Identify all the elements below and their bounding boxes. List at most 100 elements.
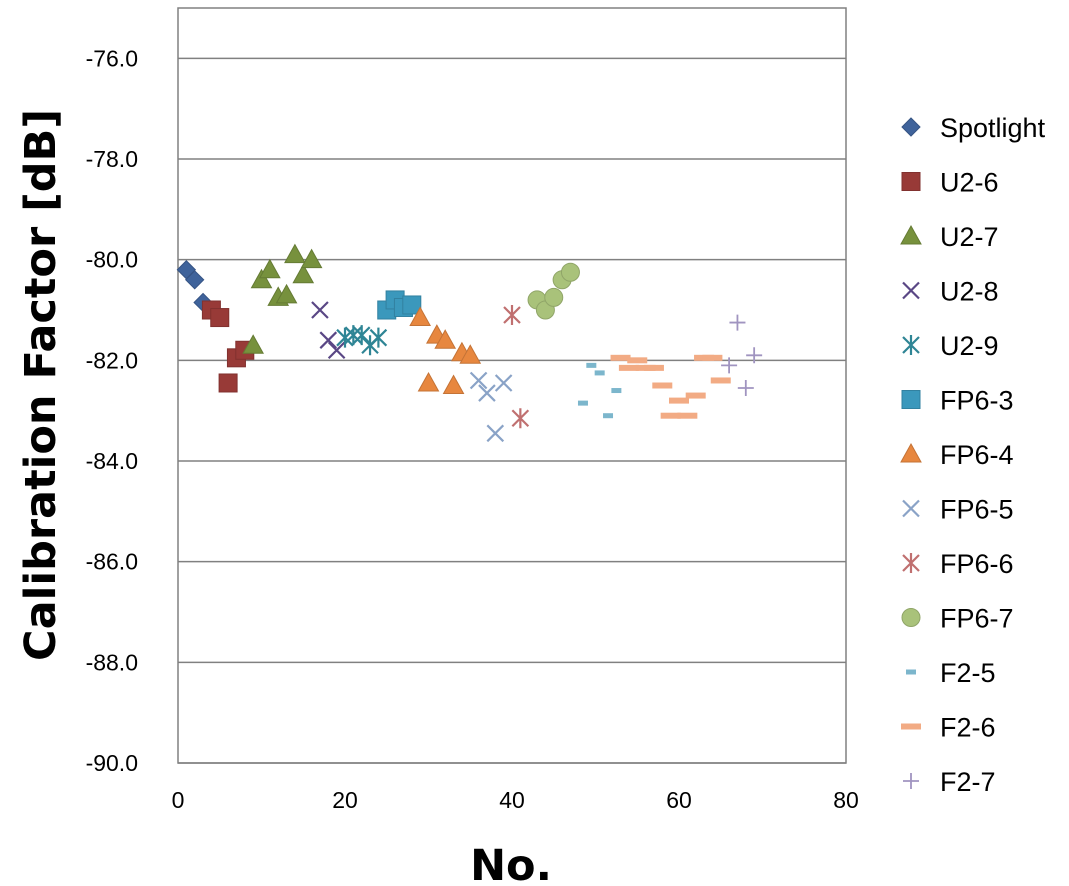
data-point — [242, 334, 264, 354]
legend-marker — [901, 117, 921, 137]
data-point — [729, 314, 746, 331]
data-point — [442, 374, 465, 394]
x-axis-title: No. — [470, 841, 552, 886]
legend-label: F2-5 — [940, 658, 996, 688]
legend-label: FP6-6 — [940, 549, 1014, 579]
legend-marker — [901, 172, 921, 191]
data-point — [560, 262, 580, 282]
data-point — [746, 347, 763, 364]
x-tick-label: 60 — [666, 787, 692, 813]
data-point — [652, 382, 673, 389]
data-point — [292, 263, 315, 284]
data-point — [259, 258, 281, 279]
legend-label: F2-6 — [940, 713, 996, 743]
data-point — [660, 412, 681, 419]
y-tick-label: -84.0 — [86, 448, 138, 474]
data-point — [369, 327, 388, 348]
data-point — [669, 397, 689, 404]
data-point — [319, 331, 338, 349]
data-point — [352, 325, 371, 346]
y-tick-label: -76.0 — [86, 45, 138, 71]
data-point — [284, 243, 306, 264]
legend-marker — [902, 281, 920, 300]
data-point — [210, 308, 230, 328]
data-point — [721, 357, 738, 374]
series-f2-7 — [721, 314, 763, 397]
legend-label: Spotlight — [940, 113, 1046, 143]
series-fp6-4 — [409, 306, 482, 394]
series-f2-5 — [577, 362, 622, 419]
data-point — [275, 283, 298, 304]
plot-frame — [177, 7, 847, 764]
y-tick-label: -82.0 — [86, 347, 138, 373]
series-u2-9 — [336, 325, 388, 356]
data-point — [577, 400, 588, 406]
legend-marker — [900, 442, 922, 463]
data-point — [511, 408, 530, 429]
y-tick-label: -88.0 — [86, 649, 138, 675]
legend-label: U2-9 — [940, 331, 999, 361]
series-u2-7 — [242, 243, 323, 354]
legend-marker — [903, 773, 919, 789]
data-point — [643, 364, 664, 371]
data-point — [737, 380, 754, 397]
y-tick-label: -80.0 — [86, 247, 138, 273]
data-point — [610, 354, 631, 361]
legend-label: FP6-4 — [940, 440, 1014, 470]
series-spotlight — [176, 260, 213, 313]
legend-marker — [900, 224, 922, 245]
data-point — [611, 388, 622, 394]
data-point — [300, 248, 323, 269]
data-point — [627, 357, 648, 364]
data-points — [176, 243, 763, 443]
x-tick-label: 80 — [833, 787, 859, 813]
data-point — [327, 341, 346, 360]
x-tick-label: 0 — [172, 787, 185, 813]
x-tick-label: 40 — [499, 787, 525, 813]
legend-label: U2-7 — [940, 222, 999, 252]
series-u2-8 — [311, 301, 346, 360]
data-point — [402, 295, 422, 315]
series-fp6-5 — [469, 371, 513, 443]
data-point — [459, 344, 482, 364]
data-point — [594, 370, 605, 376]
data-point — [494, 374, 513, 392]
data-point — [184, 270, 205, 290]
y-tick-label: -78.0 — [86, 146, 138, 172]
data-point — [586, 362, 597, 368]
x-tick-label: 20 — [332, 787, 358, 813]
data-point — [478, 384, 496, 402]
legend-label: U2-6 — [940, 168, 999, 198]
legend-marker — [906, 669, 916, 675]
legend-marker — [901, 390, 921, 409]
data-point — [544, 287, 564, 307]
data-point — [344, 325, 363, 346]
y-tick-labels: -76.0 -78.0 -80.0 -82.0 -84.0 -86.0 -88.0 -90.0 — [86, 45, 138, 776]
data-point — [434, 329, 457, 349]
x-tick-labels: 0 20 40 60 80 — [172, 787, 859, 813]
legend-label: FP6-5 — [940, 495, 1014, 525]
plot-area — [178, 8, 846, 763]
data-point — [685, 392, 706, 399]
legend: Spotlight U2-6 U2-7 U2-8 U2-9 FP6-3 FP6-4 FP6-5… — [900, 113, 1046, 797]
data-point — [250, 268, 273, 289]
legend-marker — [902, 499, 920, 518]
legend-marker — [901, 723, 921, 730]
series-fp6-6 — [503, 305, 530, 429]
y-tick-label: -90.0 — [86, 750, 138, 776]
data-point — [469, 371, 488, 390]
data-point — [503, 305, 521, 326]
legend-label: FP6-7 — [940, 604, 1014, 634]
series-fp6-7 — [527, 262, 580, 320]
legend-label: FP6-3 — [940, 386, 1014, 416]
series-f2-6 — [610, 354, 731, 419]
data-point — [311, 301, 329, 319]
y-axis-title: Calibration Factor [dB] — [16, 109, 66, 661]
y-tick-label: -86.0 — [86, 549, 138, 575]
data-point — [486, 424, 505, 443]
series-fp6-3 — [377, 290, 422, 320]
legend-label: F2-7 — [940, 767, 996, 797]
data-point — [702, 354, 723, 361]
data-point — [603, 413, 614, 419]
